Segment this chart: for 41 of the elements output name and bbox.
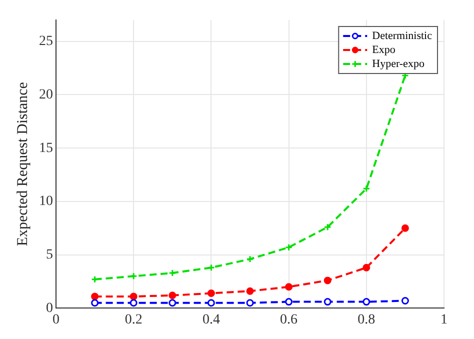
legend-label: Hyper-expo: [372, 58, 425, 70]
point: [207, 299, 215, 307]
point: [168, 292, 176, 300]
legend-label: Expo: [372, 44, 396, 56]
point: [207, 290, 215, 298]
point: [130, 272, 138, 280]
legend-label: Deterministic: [372, 30, 432, 42]
point: [207, 264, 215, 272]
y-tick-label: 15: [39, 140, 53, 156]
point: [362, 264, 370, 272]
point: [362, 184, 370, 192]
x-tick-label: 0.8: [358, 312, 376, 328]
point: [246, 255, 254, 263]
point: [285, 244, 293, 252]
point: [362, 298, 370, 306]
point: [401, 296, 409, 304]
point: [91, 299, 99, 307]
y-tick-label: 0: [46, 300, 53, 316]
point: [246, 287, 254, 295]
y-tick-label: 25: [39, 34, 53, 50]
point: [285, 298, 293, 306]
point: [324, 298, 332, 306]
y-tick-label: 10: [39, 194, 53, 210]
point: [130, 299, 138, 307]
point: [168, 299, 176, 307]
point: [324, 276, 332, 284]
y-tick-label: 5: [46, 248, 53, 262]
y-tick-label: 20: [39, 87, 53, 102]
point: [168, 269, 176, 277]
x-tick-label: 0.6: [280, 312, 298, 328]
x-tick-label: 1: [440, 312, 448, 328]
point: [130, 292, 138, 300]
point: [285, 283, 293, 291]
y-axis-title: Expected Request Distance: [14, 82, 31, 246]
point: [91, 292, 99, 300]
point: [401, 224, 409, 232]
point: [246, 299, 254, 307]
point: [91, 276, 99, 284]
point: [324, 223, 332, 231]
x-tick-label: 0.4: [202, 312, 220, 328]
x-tick-label: 0.2: [124, 312, 142, 328]
